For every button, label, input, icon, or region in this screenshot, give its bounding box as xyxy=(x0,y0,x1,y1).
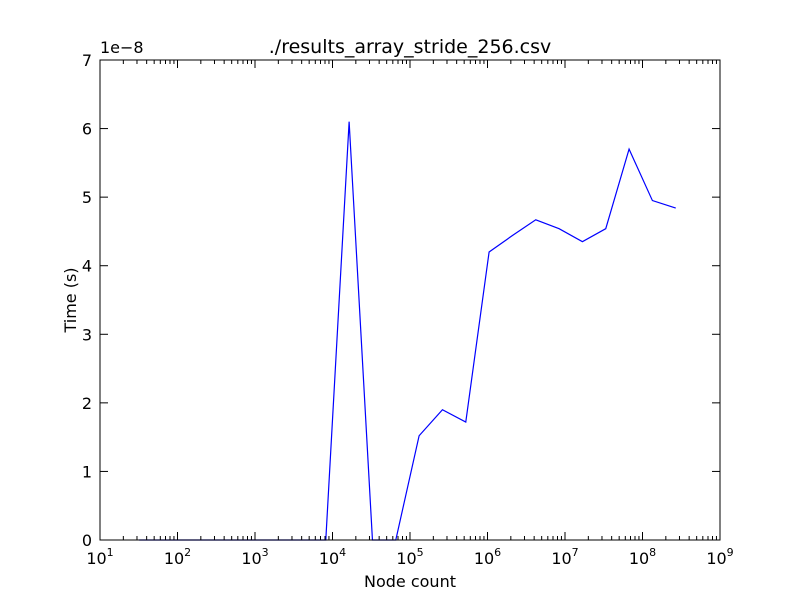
x-tick-base: 10 xyxy=(164,549,184,568)
x-tick-label: 109 xyxy=(706,546,733,568)
y-axis: 0 1 2 3 4 5 6 7 xyxy=(82,51,720,550)
x-tick-label: 102 xyxy=(164,546,191,568)
x-tick-exponent: 5 xyxy=(417,546,424,559)
y-tick-label: 2 xyxy=(82,394,92,413)
x-tick-base: 10 xyxy=(396,549,416,568)
x-tick-base: 10 xyxy=(241,549,261,568)
y-tick-label: 3 xyxy=(82,325,92,344)
y-tick-label: 6 xyxy=(82,120,92,139)
x-tick-base: 10 xyxy=(319,549,339,568)
y-tick-label: 4 xyxy=(82,257,92,276)
x-axis-label: Node count xyxy=(364,572,456,591)
x-tick-base: 10 xyxy=(706,549,726,568)
x-tick-exponent: 7 xyxy=(572,546,579,559)
x-tick-label: 104 xyxy=(319,546,346,568)
x-tick-label: 105 xyxy=(396,546,423,568)
y-tick-label: 5 xyxy=(82,188,92,207)
x-tick-base: 10 xyxy=(551,549,571,568)
x-tick-label: 101 xyxy=(86,546,113,568)
x-tick-label: 107 xyxy=(551,546,578,568)
x-tick-exponent: 4 xyxy=(339,546,346,559)
x-tick-exponent: 6 xyxy=(494,546,501,559)
chart-title: ./results_array_stride_256.csv xyxy=(269,36,552,58)
x-tick-base: 10 xyxy=(474,549,494,568)
y-axis-label: Time (s) xyxy=(61,267,80,333)
y-offset-label: 1e−8 xyxy=(100,38,144,57)
x-tick-exponent: 8 xyxy=(649,546,656,559)
x-tick-label: 108 xyxy=(629,546,656,568)
x-tick-exponent: 3 xyxy=(262,546,269,559)
x-tick-label: 103 xyxy=(241,546,268,568)
y-tick-label: 1 xyxy=(82,462,92,481)
y-tick-label: 0 xyxy=(82,531,92,550)
x-tick-exponent: 1 xyxy=(107,546,114,559)
x-tick-label: 106 xyxy=(474,546,501,568)
x-axis: 101 102 103 104 105 106 107 108 109 xyxy=(86,60,734,568)
x-tick-exponent: 2 xyxy=(184,546,191,559)
x-tick-base: 10 xyxy=(629,549,649,568)
x-tick-base: 10 xyxy=(86,549,106,568)
x-tick-exponent: 9 xyxy=(727,546,734,559)
y-tick-label: 7 xyxy=(82,51,92,70)
